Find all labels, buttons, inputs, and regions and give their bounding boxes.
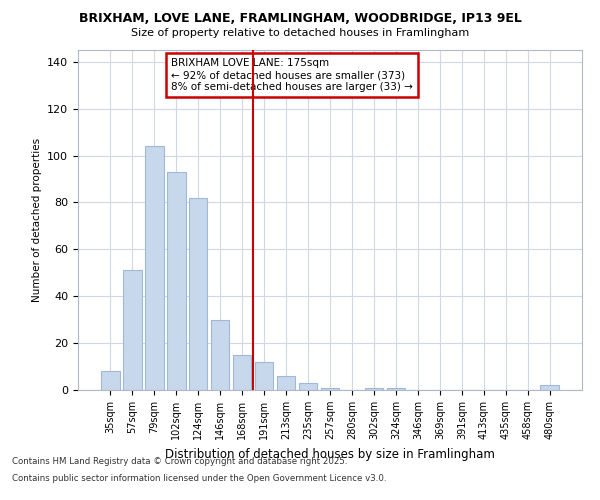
Text: Size of property relative to detached houses in Framlingham: Size of property relative to detached ho… bbox=[131, 28, 469, 38]
Bar bbox=[233, 355, 251, 390]
Bar bbox=[386, 388, 405, 390]
Text: Contains HM Land Registry data © Crown copyright and database right 2025.: Contains HM Land Registry data © Crown c… bbox=[12, 458, 347, 466]
Bar bbox=[255, 362, 274, 390]
Bar bbox=[189, 198, 208, 390]
Bar bbox=[277, 376, 295, 390]
Text: BRIXHAM, LOVE LANE, FRAMLINGHAM, WOODBRIDGE, IP13 9EL: BRIXHAM, LOVE LANE, FRAMLINGHAM, WOODBRI… bbox=[79, 12, 521, 26]
Bar bbox=[541, 386, 559, 390]
Text: BRIXHAM LOVE LANE: 175sqm
← 92% of detached houses are smaller (373)
8% of semi-: BRIXHAM LOVE LANE: 175sqm ← 92% of detac… bbox=[171, 58, 413, 92]
X-axis label: Distribution of detached houses by size in Framlingham: Distribution of detached houses by size … bbox=[165, 448, 495, 460]
Bar bbox=[123, 270, 142, 390]
Bar bbox=[167, 172, 185, 390]
Bar bbox=[145, 146, 164, 390]
Bar bbox=[320, 388, 340, 390]
Bar bbox=[211, 320, 229, 390]
Y-axis label: Number of detached properties: Number of detached properties bbox=[32, 138, 41, 302]
Text: Contains public sector information licensed under the Open Government Licence v3: Contains public sector information licen… bbox=[12, 474, 386, 483]
Bar bbox=[101, 371, 119, 390]
Bar bbox=[365, 388, 383, 390]
Bar bbox=[299, 383, 317, 390]
